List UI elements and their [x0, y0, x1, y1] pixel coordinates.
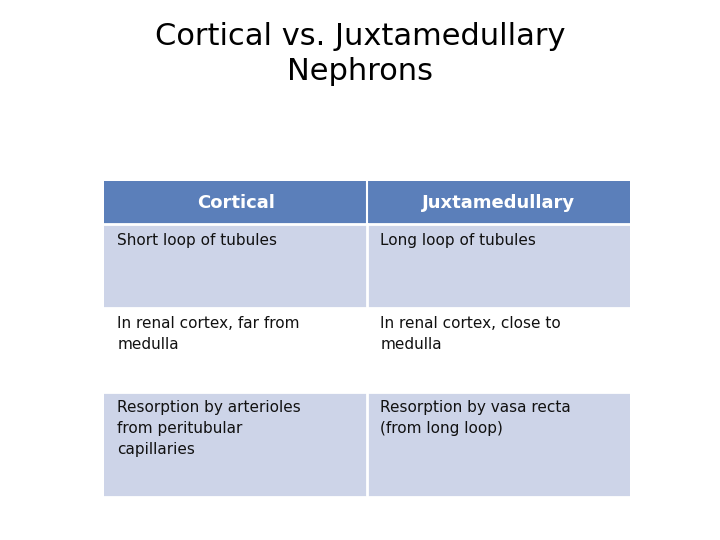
- Text: Resorption by arterioles
from peritubular
capillaries: Resorption by arterioles from peritubula…: [117, 400, 301, 457]
- Text: In renal cortex, far from
medulla: In renal cortex, far from medulla: [117, 316, 300, 353]
- Text: Cortical: Cortical: [197, 193, 275, 212]
- Text: Resorption by vasa recta
(from long loop): Resorption by vasa recta (from long loop…: [380, 400, 571, 436]
- Text: Cortical vs. Juxtamedullary
Nephrons: Cortical vs. Juxtamedullary Nephrons: [155, 22, 565, 86]
- Text: Juxtamedullary: Juxtamedullary: [422, 193, 575, 212]
- Text: Short loop of tubules: Short loop of tubules: [117, 233, 277, 248]
- Text: Long loop of tubules: Long loop of tubules: [380, 233, 536, 248]
- Text: In renal cortex, close to
medulla: In renal cortex, close to medulla: [380, 316, 561, 353]
